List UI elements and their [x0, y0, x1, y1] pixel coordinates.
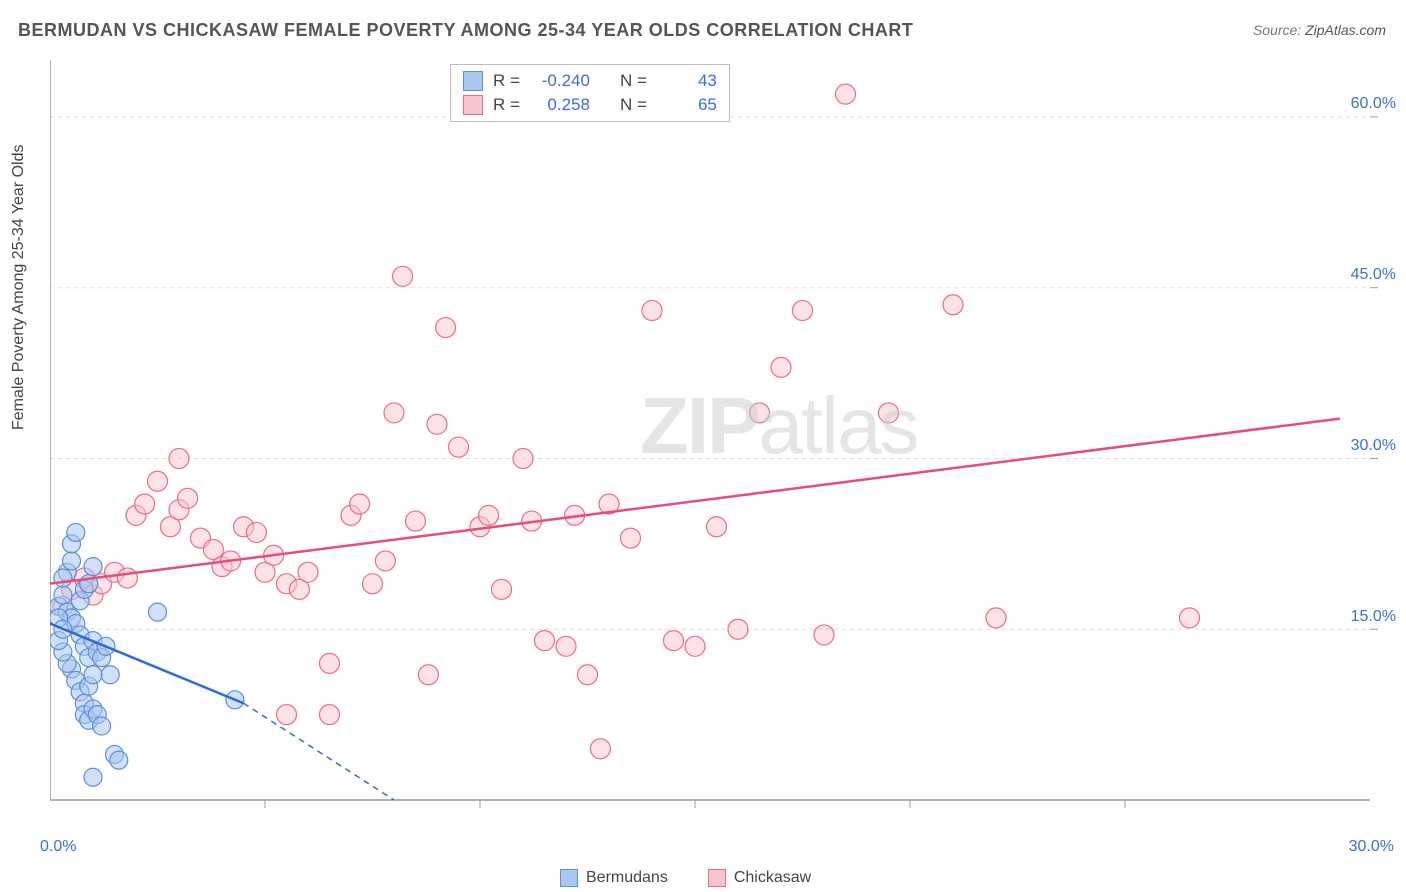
x-tick-label: 0.0% [40, 838, 76, 856]
y-tick-label: 60.0% [1351, 95, 1396, 113]
legend-item-chickasaw: Chickasaw [708, 869, 811, 887]
legend-top-row: R = -0.240 N = 43 [463, 69, 717, 93]
n-value: 65 [657, 95, 717, 115]
n-label: N = [620, 95, 647, 115]
n-value: 43 [657, 71, 717, 91]
r-label: R = [493, 71, 520, 91]
watermark-bold: ZIP [640, 381, 758, 470]
legend-bottom: Bermudans Chickasaw [560, 869, 811, 887]
source-value: ZipAtlas.com [1305, 22, 1386, 38]
legend-top: R = -0.240 N = 43 R = 0.258 N = 65 [450, 64, 730, 122]
legend-swatch [463, 95, 483, 115]
source-label: Source: [1253, 22, 1305, 38]
r-value: 0.258 [530, 95, 590, 115]
chart-title: BERMUDAN VS CHICKASAW FEMALE POVERTY AMO… [18, 20, 913, 41]
source-attribution: Source: ZipAtlas.com [1253, 22, 1386, 38]
watermark: ZIPatlas [640, 380, 917, 472]
legend-swatch [708, 869, 726, 887]
r-label: R = [493, 95, 520, 115]
n-label: N = [620, 71, 647, 91]
y-tick-label: 15.0% [1351, 608, 1396, 626]
legend-label: Bermudans [586, 869, 668, 887]
y-axis-label: Female Poverty Among 25-34 Year Olds [10, 145, 28, 431]
y-tick-label: 30.0% [1351, 437, 1396, 455]
legend-swatch [560, 869, 578, 887]
watermark-light: atlas [758, 381, 917, 470]
x-tick-label: 30.0% [1349, 838, 1394, 856]
r-value: -0.240 [530, 71, 590, 91]
legend-top-row: R = 0.258 N = 65 [463, 93, 717, 117]
legend-label: Chickasaw [734, 869, 811, 887]
legend-item-bermudans: Bermudans [560, 869, 668, 887]
legend-swatch [463, 71, 483, 91]
y-tick-label: 45.0% [1351, 266, 1396, 284]
